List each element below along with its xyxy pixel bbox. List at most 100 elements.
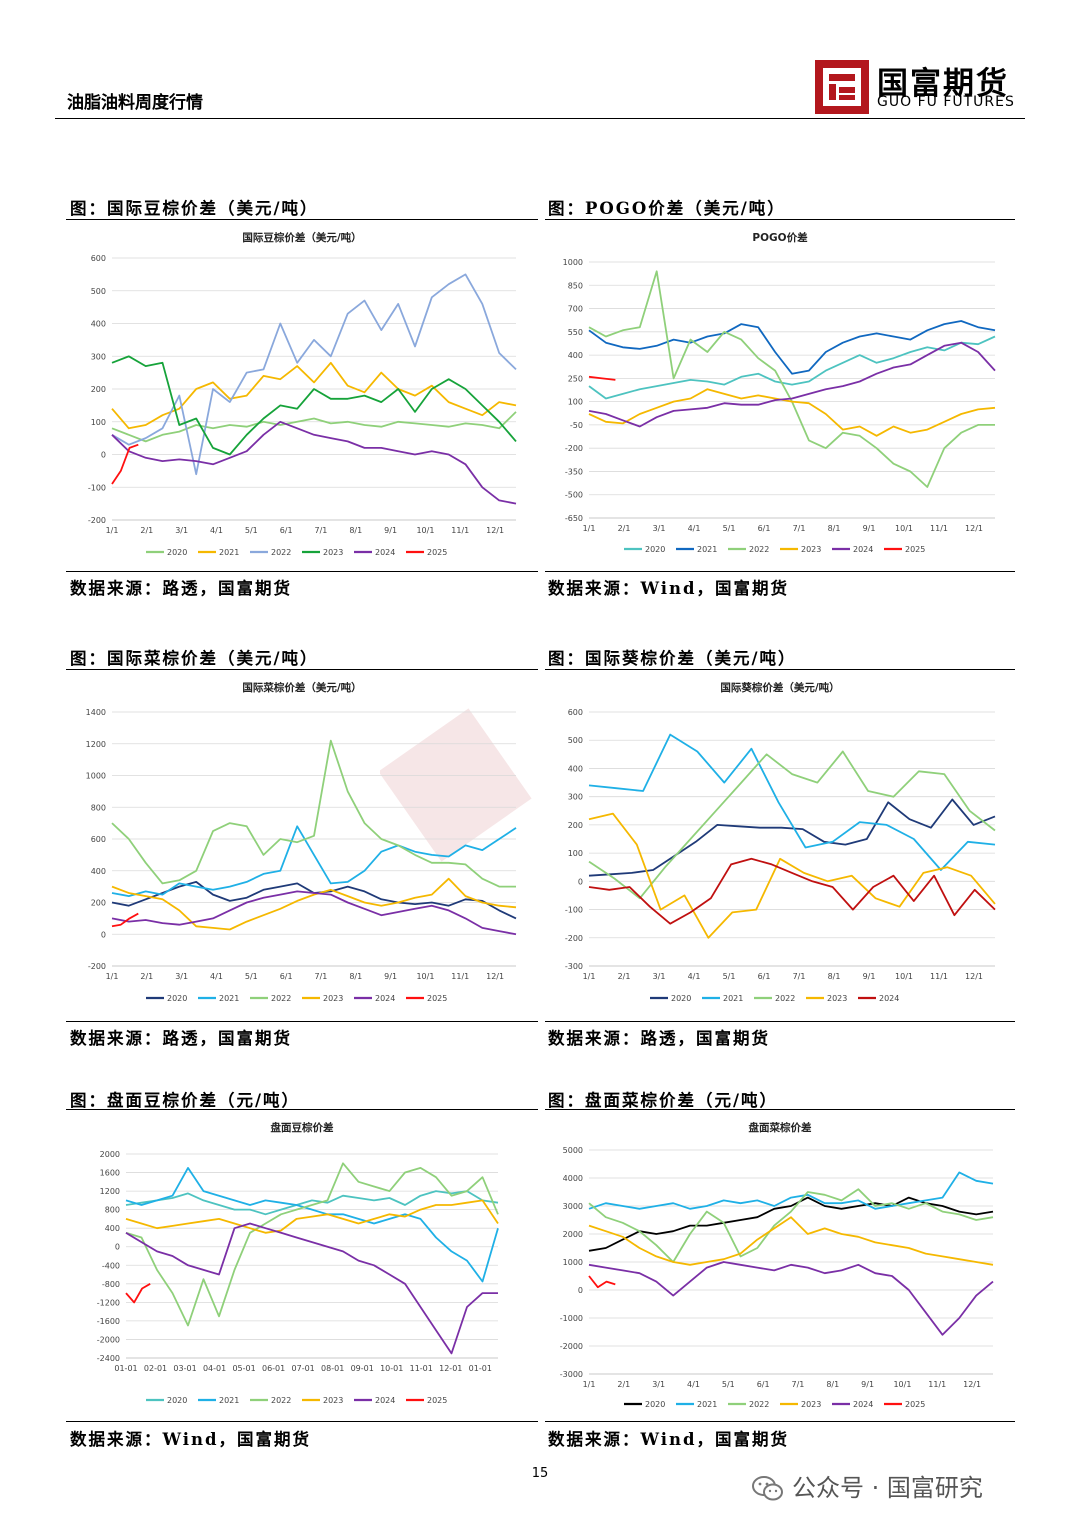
figure-top-rule	[66, 219, 538, 220]
x-tick-label: 1/1	[106, 526, 119, 535]
series-line-2020	[111, 411, 517, 443]
legend-label: 2021	[697, 545, 717, 554]
figure-top-rule	[66, 669, 538, 670]
legend-label: 2024	[853, 1400, 873, 1409]
x-tick-label: 09-01	[351, 1364, 374, 1373]
legend-label: 2023	[801, 1400, 821, 1409]
legend-label: 2020	[167, 548, 187, 557]
x-tick-label: 02-01	[144, 1364, 167, 1373]
x-tick-label: 08-01	[321, 1364, 344, 1373]
x-tick-label: 11/1	[451, 972, 469, 981]
y-tick-label: 400	[568, 351, 583, 360]
y-tick-label: 100	[91, 418, 106, 427]
y-tick-label: 400	[91, 320, 106, 329]
figure-bottom-rule	[66, 1021, 538, 1022]
series-line-2025	[111, 912, 139, 928]
chart-title: 盘面豆棕价差	[271, 1121, 334, 1134]
x-tick-label: 8/1	[828, 524, 841, 533]
y-tick-label: -100	[88, 483, 106, 492]
series-line-2024	[588, 341, 996, 428]
y-tick-label: 0	[578, 877, 583, 886]
series-line-2025	[588, 375, 616, 381]
x-tick-label: 3/1	[653, 972, 666, 981]
y-tick-label: 200	[91, 385, 106, 394]
figure-bottom-rule	[545, 1021, 1015, 1022]
legend-label: 2021	[219, 1396, 239, 1405]
x-tick-label: 3/1	[652, 1380, 665, 1389]
line-chart: 国际豆棕价差（美元/吨） -200 -100 0 100 200 300 400 500 600 1…	[88, 231, 517, 557]
line-chart: 国际菜棕价差（美元/吨） -200 0 200 400 600 800 1000 1200 140…	[86, 681, 517, 1003]
x-tick-label: 8/1	[349, 526, 362, 535]
figure-bottom-rule	[66, 1421, 538, 1422]
legend-label: 2021	[219, 994, 239, 1003]
series-line-2022	[588, 750, 996, 900]
series-line-2023	[111, 877, 517, 931]
x-tick-label: 9/1	[863, 972, 876, 981]
x-tick-label: 10/1	[416, 526, 434, 535]
y-tick-label: 1000	[563, 1258, 583, 1267]
y-tick-label: -1200	[97, 1298, 120, 1307]
y-tick-label: 700	[568, 305, 583, 314]
y-tick-label: -200	[565, 934, 583, 943]
x-tick-label: 05-01	[232, 1364, 255, 1373]
y-tick-label: 5000	[563, 1146, 583, 1155]
series-line-2020	[125, 1190, 499, 1216]
legend-label: 2025	[427, 994, 447, 1003]
legend-label: 2025	[905, 1400, 925, 1409]
y-tick-label: -2000	[560, 1342, 583, 1351]
x-tick-label: 8/1	[349, 972, 362, 981]
y-tick-label: -3000	[560, 1370, 583, 1379]
figure-bottom-rule	[545, 1421, 1015, 1422]
x-tick-label: 4/1	[688, 524, 701, 533]
legend-label: 2022	[749, 1400, 769, 1409]
series-line-2024	[588, 1261, 994, 1336]
y-tick-label: 500	[568, 736, 583, 745]
wechat-account-label: 公众号 · 国富研究	[752, 1468, 983, 1503]
x-tick-label: 4/1	[210, 526, 223, 535]
chart-title: 国际葵棕价差（美元/吨）	[720, 681, 839, 694]
x-tick-label: 10/1	[895, 972, 913, 981]
y-tick-label: 0	[101, 451, 106, 460]
legend-label: 2023	[827, 994, 847, 1003]
y-tick-label: 400	[105, 1224, 120, 1233]
series-line-2022	[125, 1162, 499, 1327]
y-tick-label: 1000	[86, 772, 106, 781]
y-tick-label: -650	[565, 514, 583, 523]
figure-top-rule	[545, 1109, 1015, 1110]
y-tick-label: 1200	[86, 740, 106, 749]
line-chart: POGO价差 -650 -500 -350 -200 -50 100 250 400 550 700…	[563, 231, 996, 554]
x-tick-label: 5/1	[245, 526, 258, 535]
series-line-2022	[588, 1188, 994, 1263]
x-tick-label: 4/1	[688, 972, 701, 981]
series-line-2021	[588, 320, 996, 375]
x-tick-label: 6/1	[758, 972, 771, 981]
figure-source: 数据来源：路透，国富期货	[70, 1029, 292, 1048]
series-line-2021	[588, 1171, 994, 1210]
y-tick-label: -1600	[97, 1317, 120, 1326]
chart-title: POGO价差	[752, 231, 808, 244]
x-tick-label: 5/1	[722, 1380, 735, 1389]
x-tick-label: 9/1	[861, 1380, 874, 1389]
legend-label: 2021	[723, 994, 743, 1003]
x-tick-label: 06-01	[262, 1364, 285, 1373]
series-line-2023	[588, 812, 996, 939]
x-tick-label: 10/1	[893, 1380, 911, 1389]
x-tick-label: 2/1	[618, 524, 631, 533]
x-tick-label: 8/1	[828, 972, 841, 981]
x-tick-label: 11/1	[930, 972, 948, 981]
figure-top-rule	[545, 219, 1015, 220]
y-tick-label: 1000	[563, 258, 583, 267]
y-tick-label: -1000	[560, 1314, 583, 1323]
legend-label: 2020	[645, 1400, 665, 1409]
y-tick-label: 600	[568, 708, 583, 717]
figure-caption: 图：国际葵棕价差（美元/吨）	[548, 649, 797, 668]
series-line-2023	[588, 388, 996, 437]
figure-source: 数据来源：路透，国富期货	[548, 1029, 770, 1048]
y-tick-label: 0	[101, 930, 106, 939]
legend-label: 2024	[853, 545, 873, 554]
x-tick-label: 7/1	[315, 972, 328, 981]
x-tick-label: 6/1	[757, 1380, 770, 1389]
y-tick-label: 4000	[563, 1174, 583, 1183]
figure-bottom-rule	[545, 571, 1015, 572]
x-tick-label: 07-01	[292, 1364, 315, 1373]
